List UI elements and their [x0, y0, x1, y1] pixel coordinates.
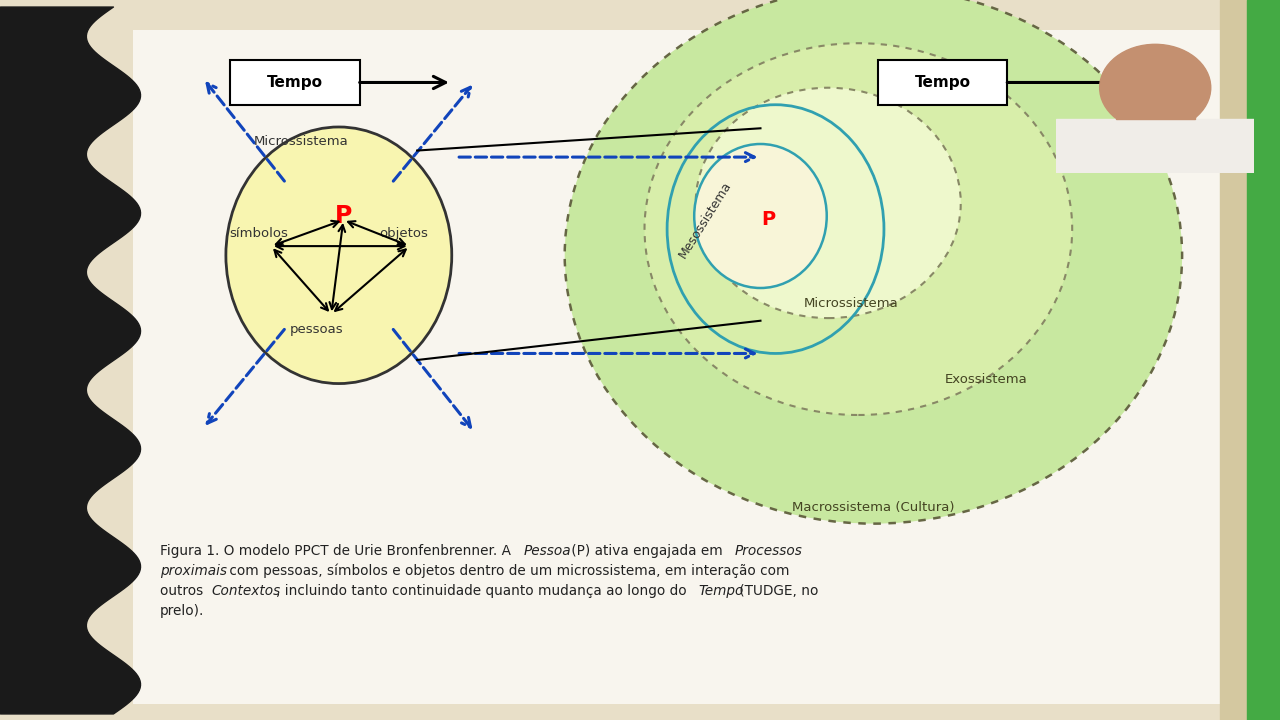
Text: Mesossistema: Mesossistema [676, 179, 733, 261]
Text: Tempo: Tempo [699, 584, 744, 598]
Text: Microssistema: Microssistema [804, 297, 899, 310]
Text: P: P [760, 210, 776, 230]
Text: Exossistema: Exossistema [945, 373, 1028, 386]
Bar [1116, 72, 1196, 119]
Circle shape [1100, 45, 1211, 131]
Text: P: P [334, 204, 352, 228]
Text: Tempo: Tempo [915, 75, 970, 90]
Circle shape [564, 0, 1183, 523]
Text: (TUDGE, no: (TUDGE, no [735, 584, 818, 598]
Text: com pessoas, símbolos e objetos dentro de um microssistema, em interação com: com pessoas, símbolos e objetos dentro d… [225, 564, 790, 578]
Text: Processos: Processos [735, 544, 803, 557]
Text: Microssistema: Microssistema [253, 135, 348, 148]
Ellipse shape [694, 144, 827, 288]
Bar [1056, 119, 1254, 173]
Text: Macrossistema (Cultura): Macrossistema (Cultura) [792, 501, 955, 514]
Circle shape [645, 43, 1073, 415]
Text: símbolos: símbolos [229, 227, 288, 240]
FancyBboxPatch shape [133, 30, 1249, 704]
Text: Pessoa: Pessoa [524, 544, 571, 557]
FancyBboxPatch shape [878, 60, 1007, 104]
Text: proximais: proximais [160, 564, 227, 577]
Text: prelo).: prelo). [160, 604, 205, 618]
Text: (P) ativa engajada em: (P) ativa engajada em [567, 544, 727, 557]
Text: , incluindo tanto continuidade quanto mudança ao longo do: , incluindo tanto continuidade quanto mu… [276, 584, 691, 598]
FancyBboxPatch shape [230, 60, 360, 104]
Text: Tempo: Tempo [268, 75, 323, 90]
Text: objetos: objetos [379, 227, 428, 240]
Circle shape [696, 88, 961, 318]
Text: Figura 1. O modelo PPCT de Urie Bronfenbrenner. A: Figura 1. O modelo PPCT de Urie Bronfenb… [160, 544, 516, 557]
Ellipse shape [225, 127, 452, 384]
Text: outros: outros [160, 584, 207, 598]
Text: Contextos: Contextos [211, 584, 280, 598]
Text: pessoas: pessoas [289, 323, 343, 336]
